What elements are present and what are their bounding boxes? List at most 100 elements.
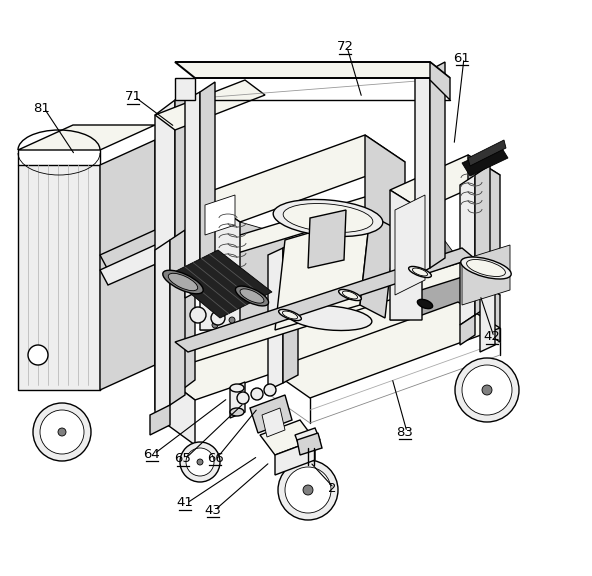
Polygon shape: [155, 240, 170, 415]
Polygon shape: [308, 210, 346, 268]
Polygon shape: [390, 210, 500, 320]
Polygon shape: [268, 248, 283, 390]
Text: 41: 41: [176, 497, 194, 510]
Ellipse shape: [303, 485, 313, 495]
Polygon shape: [18, 165, 100, 390]
Ellipse shape: [264, 384, 276, 396]
Ellipse shape: [180, 442, 220, 482]
Ellipse shape: [40, 410, 84, 454]
Ellipse shape: [279, 309, 301, 321]
Polygon shape: [175, 62, 450, 78]
Polygon shape: [18, 125, 155, 150]
Ellipse shape: [339, 289, 361, 301]
Polygon shape: [462, 245, 510, 305]
Polygon shape: [365, 135, 405, 278]
Ellipse shape: [288, 305, 372, 331]
Text: 42: 42: [484, 331, 500, 343]
Polygon shape: [460, 168, 478, 194]
Ellipse shape: [251, 388, 263, 400]
Text: 72: 72: [336, 40, 353, 54]
Polygon shape: [360, 215, 395, 318]
Polygon shape: [430, 62, 450, 100]
Ellipse shape: [462, 365, 512, 415]
Text: 64: 64: [144, 448, 160, 460]
Polygon shape: [158, 270, 500, 400]
Polygon shape: [250, 395, 292, 433]
Text: 43: 43: [205, 503, 221, 517]
Ellipse shape: [417, 300, 433, 309]
Ellipse shape: [211, 311, 225, 325]
Polygon shape: [200, 135, 405, 222]
Polygon shape: [100, 140, 155, 390]
Polygon shape: [275, 440, 315, 475]
Polygon shape: [158, 168, 478, 272]
Polygon shape: [270, 302, 500, 398]
Ellipse shape: [240, 289, 264, 303]
Polygon shape: [390, 155, 500, 210]
Ellipse shape: [190, 307, 206, 323]
Polygon shape: [168, 250, 272, 318]
Polygon shape: [462, 262, 478, 285]
Polygon shape: [460, 175, 475, 325]
Polygon shape: [462, 145, 508, 176]
Ellipse shape: [237, 392, 249, 404]
Ellipse shape: [482, 385, 492, 395]
Polygon shape: [170, 230, 185, 405]
Polygon shape: [158, 272, 175, 285]
Ellipse shape: [278, 460, 338, 520]
Polygon shape: [390, 190, 422, 320]
Polygon shape: [100, 230, 165, 270]
Ellipse shape: [466, 259, 506, 276]
Polygon shape: [158, 262, 478, 368]
Polygon shape: [205, 195, 235, 235]
Polygon shape: [283, 240, 298, 383]
Polygon shape: [415, 70, 430, 276]
Polygon shape: [297, 433, 322, 455]
Ellipse shape: [163, 270, 203, 294]
Ellipse shape: [342, 291, 358, 299]
Ellipse shape: [282, 311, 298, 319]
Ellipse shape: [168, 274, 198, 291]
Ellipse shape: [28, 345, 48, 365]
Ellipse shape: [413, 268, 427, 276]
Polygon shape: [200, 82, 215, 290]
Polygon shape: [100, 245, 165, 285]
Ellipse shape: [283, 203, 373, 233]
Polygon shape: [175, 78, 195, 100]
Text: 66: 66: [207, 452, 223, 464]
Polygon shape: [185, 92, 200, 298]
Polygon shape: [295, 428, 320, 448]
Ellipse shape: [461, 257, 511, 279]
Ellipse shape: [455, 358, 519, 422]
Polygon shape: [158, 368, 175, 380]
Polygon shape: [150, 405, 170, 435]
Polygon shape: [262, 408, 285, 437]
Ellipse shape: [273, 199, 383, 237]
Ellipse shape: [33, 403, 91, 461]
Text: 2: 2: [328, 482, 336, 495]
Text: 71: 71: [124, 90, 141, 104]
Polygon shape: [230, 382, 245, 418]
Ellipse shape: [186, 448, 214, 476]
Ellipse shape: [408, 267, 432, 278]
Ellipse shape: [58, 428, 66, 436]
Ellipse shape: [197, 459, 203, 465]
Ellipse shape: [230, 408, 244, 416]
Polygon shape: [480, 285, 495, 352]
Polygon shape: [468, 155, 500, 290]
Ellipse shape: [285, 467, 331, 513]
Polygon shape: [462, 270, 500, 342]
Ellipse shape: [212, 322, 218, 328]
Polygon shape: [155, 100, 175, 410]
Polygon shape: [175, 85, 195, 395]
Polygon shape: [158, 372, 195, 445]
Text: 61: 61: [453, 51, 471, 65]
Polygon shape: [395, 195, 425, 295]
Polygon shape: [155, 80, 265, 130]
Ellipse shape: [236, 286, 269, 306]
Polygon shape: [200, 195, 240, 330]
Polygon shape: [200, 222, 405, 330]
Polygon shape: [475, 165, 490, 315]
Ellipse shape: [229, 317, 235, 323]
Text: 65: 65: [175, 453, 191, 465]
